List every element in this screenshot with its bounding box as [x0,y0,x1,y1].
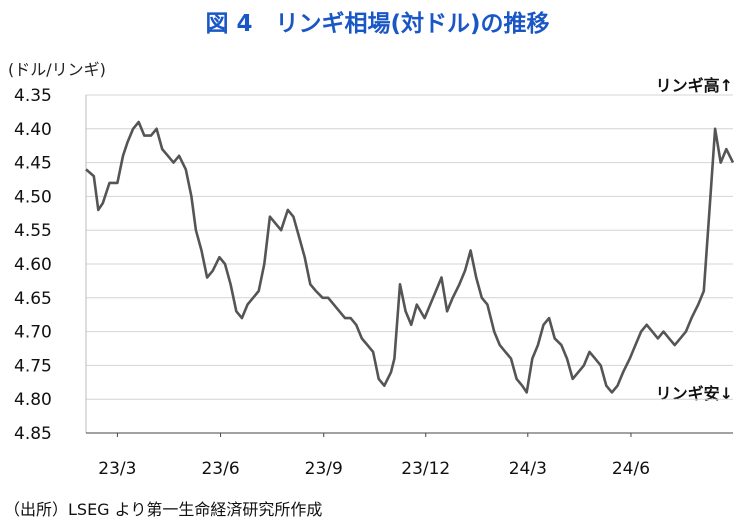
y-tick-label: 4.55 [14,221,52,241]
source-note: （出所）LSEG より第一生命経済研究所作成 [4,500,323,519]
y-tick-label: 4.65 [14,289,52,309]
y-tick-label: 4.80 [14,390,52,410]
x-tick-label: 24/6 [612,459,650,479]
y-tick-label: 4.70 [14,323,52,343]
x-tick-label: 23/9 [305,459,343,479]
ringgit-weak-annotation: リンギ安↓ [655,384,733,403]
y-axis-unit-label: (ドル/リンギ) [8,60,106,79]
x-tick-label: 23/12 [401,459,450,479]
x-tick-label: 23/6 [201,459,239,479]
series-line-usd-myr [85,120,735,394]
chart-title: 図 4 リンギ相場(対ドル)の推移 [205,11,550,37]
x-tick-label: 24/3 [509,459,547,479]
y-tick-label: 4.75 [14,356,52,376]
y-tick-label: 4.45 [14,154,52,174]
x-tick-label: 23/3 [98,459,136,479]
y-tick-label: 4.35 [14,86,52,106]
ringgit-strong-annotation: リンギ高↑ [655,76,733,95]
y-tick-label: 4.60 [14,255,52,275]
y-tick-label: 4.40 [14,120,52,140]
y-tick-label: 4.85 [14,424,52,444]
y-tick-label: 4.50 [14,187,52,207]
